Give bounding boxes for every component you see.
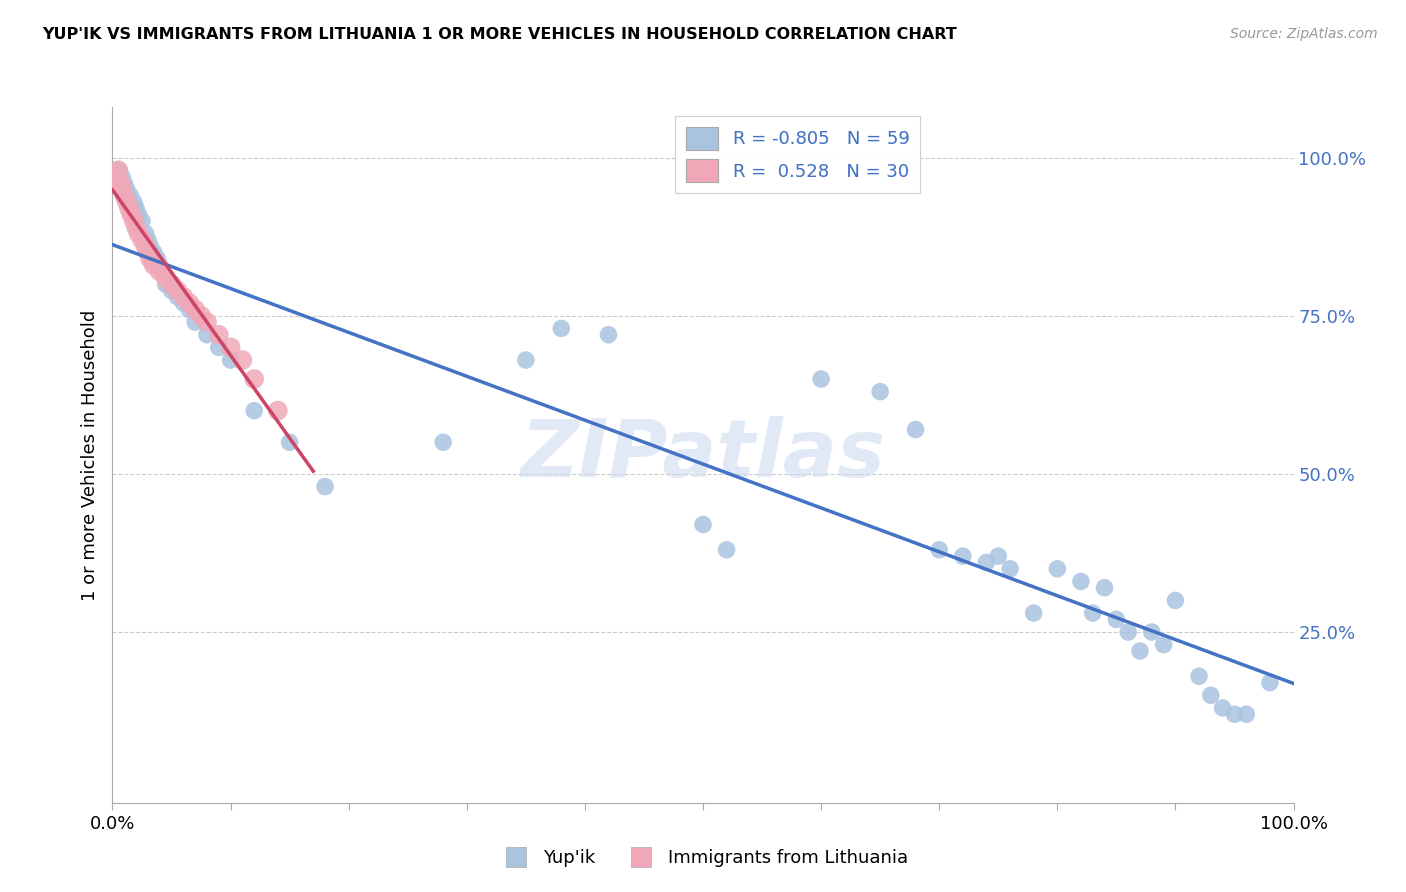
- Point: [716, 542, 738, 557]
- Point: [118, 201, 141, 215]
- Point: [598, 327, 620, 342]
- Point: [1212, 701, 1234, 715]
- Point: [142, 258, 165, 272]
- Point: [135, 239, 157, 253]
- Point: [127, 227, 149, 241]
- Point: [125, 220, 148, 235]
- Point: [515, 353, 537, 368]
- Point: [987, 549, 1010, 563]
- Point: [1199, 688, 1222, 702]
- Point: [136, 245, 159, 260]
- Point: [190, 309, 212, 323]
- Point: [142, 245, 165, 260]
- Point: [131, 214, 153, 228]
- Point: [146, 252, 169, 266]
- Point: [1046, 562, 1069, 576]
- Y-axis label: 1 or more Vehicles in Household: 1 or more Vehicles in Household: [80, 310, 98, 600]
- Point: [107, 163, 129, 178]
- Point: [208, 327, 231, 342]
- Point: [1116, 625, 1139, 640]
- Point: [219, 340, 242, 354]
- Point: [139, 239, 162, 253]
- Point: [550, 321, 572, 335]
- Point: [115, 182, 138, 196]
- Point: [131, 233, 153, 247]
- Point: [111, 169, 134, 184]
- Point: [810, 372, 832, 386]
- Point: [195, 327, 218, 342]
- Point: [219, 353, 242, 368]
- Point: [122, 214, 145, 228]
- Point: [150, 264, 173, 278]
- Point: [110, 176, 132, 190]
- Point: [1234, 707, 1257, 722]
- Point: [155, 270, 177, 285]
- Point: [112, 176, 135, 190]
- Text: ZIPatlas: ZIPatlas: [520, 416, 886, 494]
- Point: [692, 517, 714, 532]
- Legend: R = -0.805   N = 59, R =  0.528   N = 30: R = -0.805 N = 59, R = 0.528 N = 30: [675, 116, 920, 194]
- Point: [243, 372, 266, 386]
- Point: [160, 277, 183, 292]
- Point: [120, 188, 142, 202]
- Point: [1223, 707, 1246, 722]
- Point: [184, 315, 207, 329]
- Point: [998, 562, 1021, 576]
- Point: [952, 549, 974, 563]
- Point: [1153, 638, 1175, 652]
- Point: [904, 423, 927, 437]
- Point: [127, 208, 149, 222]
- Point: [107, 163, 129, 178]
- Point: [160, 284, 183, 298]
- Point: [1105, 612, 1128, 626]
- Point: [135, 227, 157, 241]
- Point: [314, 479, 336, 493]
- Point: [122, 194, 145, 209]
- Point: [149, 258, 172, 272]
- Point: [179, 296, 201, 310]
- Legend: Yup'ik, Immigrants from Lithuania: Yup'ik, Immigrants from Lithuania: [491, 842, 915, 874]
- Text: YUP'IK VS IMMIGRANTS FROM LITHUANIA 1 OR MORE VEHICLES IN HOUSEHOLD CORRELATION : YUP'IK VS IMMIGRANTS FROM LITHUANIA 1 OR…: [42, 27, 957, 42]
- Point: [195, 315, 218, 329]
- Point: [172, 296, 194, 310]
- Point: [115, 194, 138, 209]
- Point: [120, 208, 142, 222]
- Point: [179, 302, 201, 317]
- Point: [267, 403, 290, 417]
- Point: [278, 435, 301, 450]
- Point: [125, 201, 148, 215]
- Point: [928, 542, 950, 557]
- Point: [184, 302, 207, 317]
- Point: [1129, 644, 1152, 658]
- Point: [243, 403, 266, 417]
- Point: [139, 252, 162, 266]
- Point: [112, 188, 135, 202]
- Point: [136, 233, 159, 247]
- Point: [1094, 581, 1116, 595]
- Point: [231, 353, 253, 368]
- Point: [1164, 593, 1187, 607]
- Text: Source: ZipAtlas.com: Source: ZipAtlas.com: [1230, 27, 1378, 41]
- Point: [869, 384, 891, 399]
- Point: [1188, 669, 1211, 683]
- Point: [208, 340, 231, 354]
- Point: [166, 290, 188, 304]
- Point: [1258, 675, 1281, 690]
- Point: [105, 169, 128, 184]
- Point: [172, 290, 194, 304]
- Point: [111, 182, 134, 196]
- Point: [149, 264, 172, 278]
- Point: [976, 556, 998, 570]
- Point: [1140, 625, 1163, 640]
- Point: [155, 277, 177, 292]
- Point: [166, 284, 188, 298]
- Point: [1022, 606, 1045, 620]
- Point: [1070, 574, 1092, 589]
- Point: [1081, 606, 1104, 620]
- Point: [432, 435, 454, 450]
